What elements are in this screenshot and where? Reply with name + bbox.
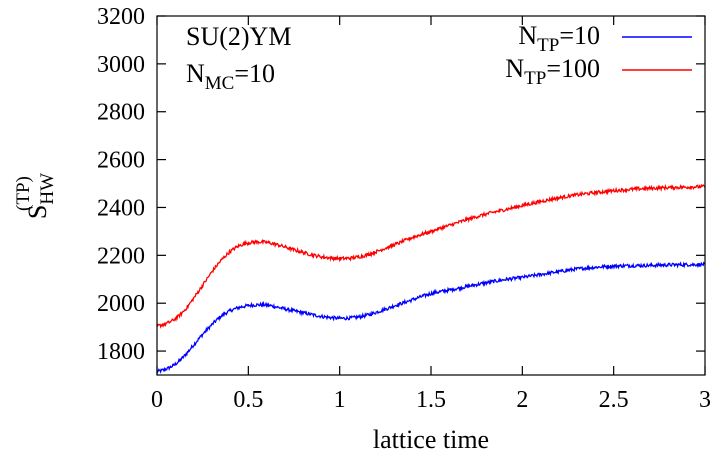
y-tick-label-5: 2800 bbox=[97, 100, 145, 126]
legend-label-ntp-100-sub: TP bbox=[524, 68, 546, 89]
legend: NTP=10 NTP=100 bbox=[505, 21, 692, 89]
legend-label-ntp-100-suffix: =100 bbox=[546, 54, 600, 83]
y-tick-label-0: 1800 bbox=[97, 339, 145, 365]
y-axis-label-main: S bbox=[23, 205, 52, 219]
annotation-nmc: NMC=10 bbox=[186, 59, 275, 94]
legend-label-ntp-10-sub: TP bbox=[537, 35, 559, 56]
legend-label-ntp-10-main: N bbox=[518, 21, 537, 50]
y-tick-label-6: 3000 bbox=[97, 52, 145, 78]
annotation-model: SU(2)YM bbox=[186, 22, 291, 51]
y-axis-label-sub: HW bbox=[37, 173, 58, 205]
y-axis-label: SHW(TP) bbox=[13, 173, 58, 219]
x-tick-label-4: 2 bbox=[516, 387, 528, 413]
series-line-0 bbox=[156, 261, 706, 374]
y-tick-label-2: 2200 bbox=[97, 243, 145, 269]
ticks-layer: 0 0.5 1 1.5 2 2.5 3 1800 2000 2200 2400 2600 2800 300… bbox=[97, 4, 711, 413]
x-tick-label-5: 2.5 bbox=[599, 387, 629, 413]
y-tick-label-3: 2400 bbox=[97, 195, 145, 221]
annotation-nmc-suffix: =10 bbox=[234, 59, 275, 88]
series-layer bbox=[156, 183, 706, 374]
legend-label-ntp-10: NTP=10 bbox=[518, 21, 600, 56]
series-line-1 bbox=[156, 183, 706, 329]
x-tick-label-1: 0.5 bbox=[233, 387, 263, 413]
legend-label-ntp-100: NTP=100 bbox=[505, 54, 600, 89]
annotation-model-text: SU(2)YM bbox=[186, 22, 291, 51]
x-tick-label-0: 0 bbox=[151, 387, 163, 413]
x-tick-label-2: 1 bbox=[334, 387, 346, 413]
annotation-nmc-sub: MC bbox=[205, 73, 235, 94]
y-tick-label-4: 2600 bbox=[97, 148, 145, 174]
y-tick-label-7: 3200 bbox=[97, 4, 145, 30]
legend-label-ntp-10-suffix: =10 bbox=[559, 21, 600, 50]
x-tick-label-3: 1.5 bbox=[416, 387, 446, 413]
annotation-nmc-main: N bbox=[186, 59, 205, 88]
y-axis-label-sup: (TP) bbox=[13, 176, 34, 211]
y-tick-label-1: 2000 bbox=[97, 291, 145, 317]
legend-label-ntp-100-main: N bbox=[505, 54, 524, 83]
x-axis-label: lattice time bbox=[373, 425, 489, 454]
x-tick-label-6: 3 bbox=[699, 387, 711, 413]
